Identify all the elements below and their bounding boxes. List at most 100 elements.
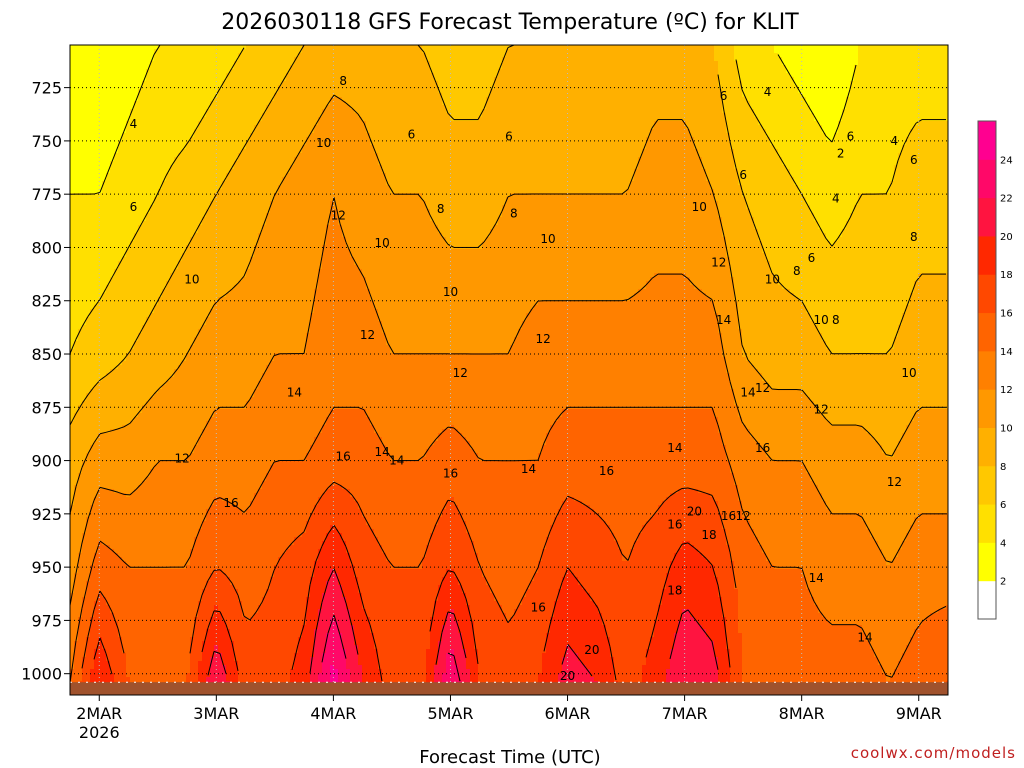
field-cell	[178, 461, 183, 570]
field-cell	[850, 353, 855, 426]
isotherm-segment	[687, 609, 695, 619]
y-tick-label: 900	[31, 452, 62, 471]
field-cell	[106, 433, 111, 490]
field-cell	[422, 353, 427, 458]
isotherm-segment	[141, 69, 149, 86]
field-cell	[266, 213, 271, 366]
field-cell	[218, 613, 223, 654]
field-cell	[934, 613, 939, 695]
x-tick-label: 9MAR	[896, 704, 942, 723]
field-cell	[658, 273, 663, 410]
field-cell	[422, 53, 427, 202]
field-cell	[414, 45, 419, 194]
field-cell	[938, 513, 943, 610]
field-cell	[206, 109, 211, 210]
isotherm-segment	[453, 613, 461, 633]
field-cell	[914, 281, 919, 414]
isotherm-segment	[819, 227, 827, 239]
field-cell	[330, 409, 335, 486]
isotherm-segment	[867, 639, 875, 653]
field-cell	[662, 273, 667, 410]
field-cell	[470, 621, 475, 695]
field-cell	[918, 121, 923, 274]
field-cell	[538, 45, 543, 194]
field-cell	[94, 497, 99, 554]
field-cell	[622, 45, 627, 194]
field-cell	[698, 157, 703, 290]
field-cell	[922, 45, 927, 122]
field-cell	[502, 57, 507, 206]
isotherm-segment	[807, 205, 815, 217]
isotherm-segment	[459, 433, 467, 441]
isotherm-segment	[813, 115, 821, 127]
field-cell	[918, 513, 923, 626]
isotherm-segment	[297, 144, 305, 156]
field-cell	[342, 649, 347, 695]
field-cell	[118, 45, 123, 142]
field-cell	[930, 121, 935, 274]
field-cell	[90, 669, 95, 695]
field-cell	[734, 485, 739, 590]
field-cell	[186, 353, 191, 458]
contour-label: 10	[765, 272, 780, 286]
isotherm-segment	[909, 281, 917, 299]
isotherm-segment	[729, 464, 737, 486]
field-cell	[190, 637, 195, 695]
field-cell	[186, 457, 191, 566]
field-cell	[390, 569, 395, 695]
isotherm-segment	[303, 516, 311, 532]
field-cell	[506, 621, 511, 695]
isotherm-segment	[123, 115, 131, 132]
isotherm-segment	[201, 510, 209, 525]
field-cell	[326, 489, 331, 534]
field-cell	[774, 149, 779, 278]
isotherm-segment	[663, 495, 671, 503]
field-cell	[282, 81, 287, 178]
isotherm-segment	[873, 538, 881, 551]
field-cell	[338, 485, 343, 534]
field-cell	[446, 245, 451, 354]
field-cell	[210, 45, 215, 102]
isotherm-segment	[771, 143, 779, 155]
isotherm-segment	[423, 446, 431, 456]
field-cell	[482, 577, 487, 695]
isotherm-segment	[279, 175, 287, 186]
isotherm-segment	[741, 421, 749, 432]
isotherm-segment	[807, 471, 815, 484]
isotherm-segment	[669, 554, 677, 568]
field-cell	[150, 397, 155, 470]
isotherm-segment	[441, 570, 449, 582]
isotherm-segment	[495, 598, 503, 612]
isotherm-segment	[603, 624, 611, 647]
field-cell	[598, 301, 603, 410]
field-cell	[106, 45, 111, 174]
field-cell	[434, 225, 439, 354]
isotherm-segment	[819, 493, 827, 506]
field-cell	[898, 441, 903, 550]
field-cell	[734, 61, 739, 170]
field-cell	[602, 521, 607, 626]
contour-label: 16	[721, 509, 736, 523]
field-cell	[786, 389, 791, 462]
field-cell	[366, 133, 371, 290]
field-cell	[858, 193, 863, 354]
field-cell	[154, 569, 159, 695]
field-cell	[902, 145, 907, 314]
isotherm-segment	[861, 627, 869, 641]
field-cell	[558, 193, 563, 302]
isotherm-segment	[939, 605, 947, 610]
isotherm-segment	[441, 97, 449, 114]
field-cell	[642, 409, 647, 526]
field-cell	[878, 353, 883, 446]
field-cell	[522, 461, 527, 598]
isotherm-segment	[489, 222, 497, 234]
field-cell	[798, 193, 803, 302]
field-cell	[138, 569, 143, 695]
isotherm-segment	[717, 74, 725, 112]
field-cell	[490, 229, 495, 354]
field-cell	[862, 353, 867, 430]
isotherm-segment	[279, 75, 287, 87]
field-cell	[546, 193, 551, 302]
field-cell	[142, 325, 147, 406]
